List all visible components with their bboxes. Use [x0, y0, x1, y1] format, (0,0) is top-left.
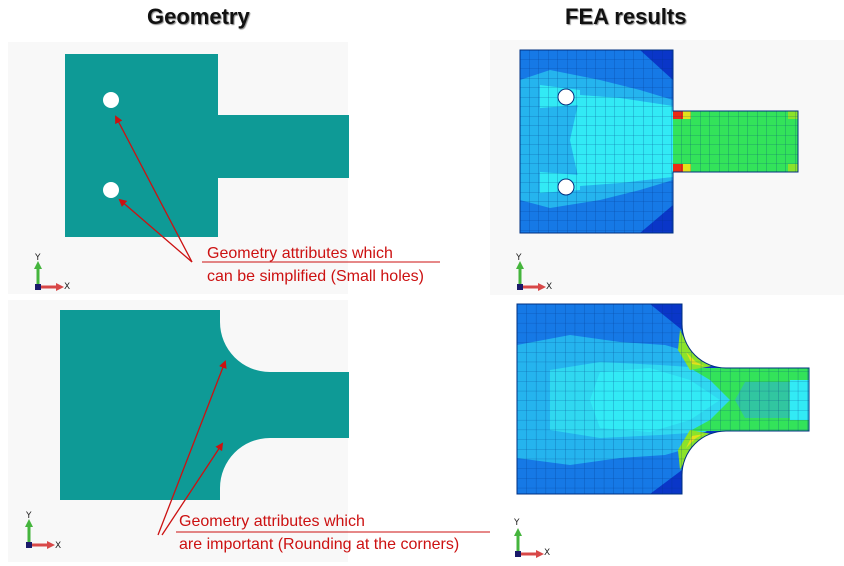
axis-triad-icon	[514, 528, 544, 558]
axis-y-label: Y	[26, 511, 32, 521]
axis-x-label: X	[64, 282, 71, 292]
axis-y-label: Y	[35, 253, 41, 263]
axis-y-label: Y	[514, 518, 520, 528]
axis-triad-icon	[25, 519, 55, 549]
geometry-panel-bottom	[8, 300, 349, 562]
annotation-small-holes: Geometry attributes which can be simplif…	[207, 242, 424, 288]
annotation-line: Geometry attributes which	[179, 513, 365, 530]
geometry-title: Geometry	[147, 4, 250, 29]
annotation-line: Geometry attributes which	[207, 245, 393, 262]
annotation-line: are important (Rounding at the corners)	[179, 536, 460, 553]
fea-hole-lower	[557, 178, 575, 196]
annotation-line: can be simplified (Small holes)	[207, 268, 424, 285]
axis-triad-icon	[516, 261, 546, 291]
fea-results-title: FEA results	[565, 4, 687, 29]
axis-triad-icon	[34, 261, 64, 291]
fea-hole-upper	[557, 88, 575, 106]
axis-x-label: X	[546, 282, 553, 292]
axis-x-label: X	[544, 548, 551, 558]
axis-x-label: X	[55, 541, 62, 551]
fea-panel-bottom	[490, 300, 844, 566]
small-hole-upper	[103, 92, 119, 108]
axis-y-label: Y	[516, 253, 522, 263]
plate-shape-holes	[65, 54, 349, 237]
annotation-arrows	[115, 115, 490, 536]
plate-shape-fillets	[60, 310, 349, 500]
small-hole-lower	[103, 182, 119, 198]
annotation-rounding: Geometry attributes which are important …	[179, 510, 459, 556]
geometry-panel-top	[8, 42, 349, 294]
fea-panel-top	[490, 40, 844, 295]
